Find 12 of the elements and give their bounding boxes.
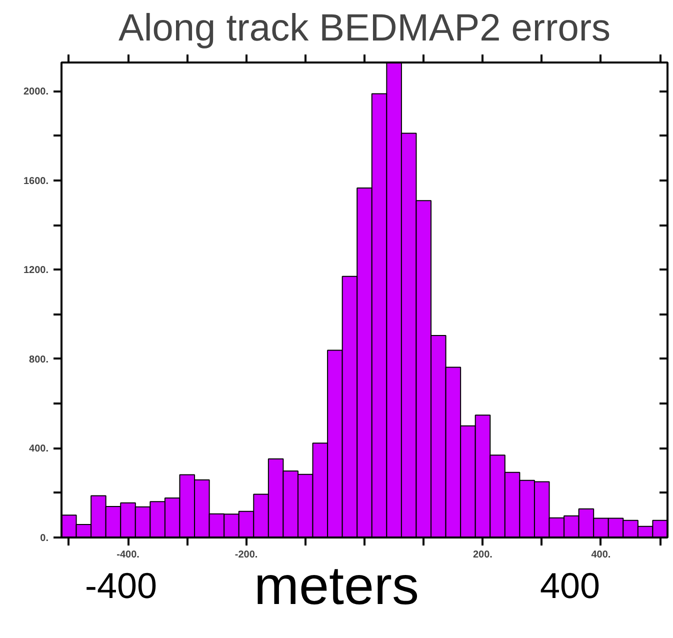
y-tick-label: 2000. [23, 86, 49, 98]
y-tick-label: 1200. [23, 265, 49, 276]
chart-title: Along track BEDMAP2 errors [118, 8, 611, 50]
y-tick-label: 1600. [23, 176, 49, 187]
y-tick-label: 800. [29, 354, 49, 366]
text: 400 [540, 564, 600, 608]
x-tick-label: -400. [116, 550, 140, 560]
y-tick-label: 0. [40, 533, 49, 544]
x-tick-label: 200. [473, 550, 493, 560]
text: -400 [85, 564, 158, 608]
x-tick-label: 400. [591, 550, 611, 560]
y-tick-label: 400. [29, 444, 49, 455]
